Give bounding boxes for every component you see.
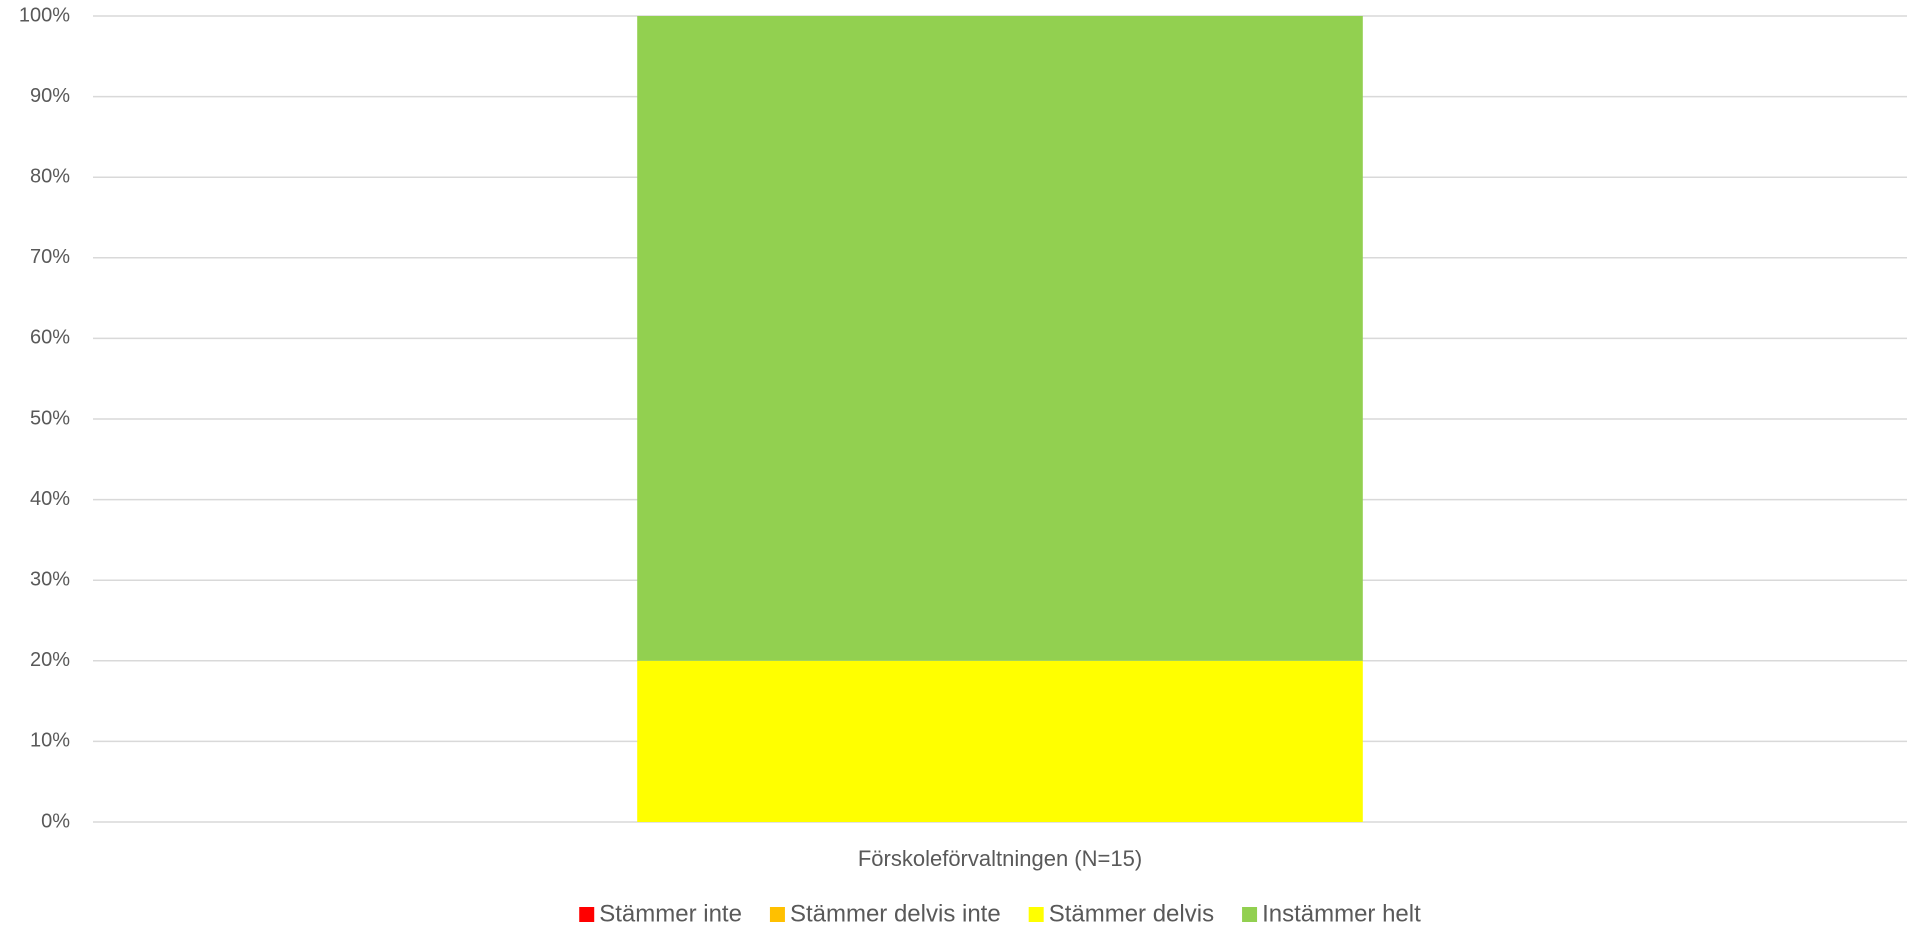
legend: Stämmer inte Stämmer delvis inte Stämmer d… bbox=[579, 900, 1421, 927]
y-tick-label: 50% bbox=[30, 407, 70, 429]
y-tick-label: 10% bbox=[30, 730, 70, 752]
y-tick-label: 0% bbox=[41, 810, 70, 832]
y-tick-label: 40% bbox=[30, 488, 70, 510]
legend-swatch bbox=[579, 907, 595, 922]
legend-swatch bbox=[1028, 907, 1044, 922]
y-tick-label: 30% bbox=[30, 568, 70, 590]
legend-label: Stämmer delvis bbox=[1049, 900, 1214, 927]
legend-label: Instämmer helt bbox=[1262, 900, 1421, 927]
y-tick-label: 70% bbox=[30, 246, 70, 268]
legend-label: Stämmer delvis inte bbox=[790, 900, 1001, 927]
bar-segment bbox=[637, 660, 1363, 822]
y-tick-label: 100% bbox=[19, 4, 70, 26]
y-tick-label: 90% bbox=[30, 85, 70, 107]
legend-swatch bbox=[769, 907, 785, 922]
legend-swatch bbox=[1242, 907, 1258, 922]
y-tick-label: 80% bbox=[30, 165, 70, 187]
x-tick-label: Förskoleförvaltningen (N=15) bbox=[858, 846, 1142, 871]
bar-segment bbox=[637, 16, 1363, 661]
legend-label: Stämmer inte bbox=[599, 900, 742, 927]
y-tick-label: 60% bbox=[30, 327, 70, 349]
y-tick-label: 20% bbox=[30, 649, 70, 671]
